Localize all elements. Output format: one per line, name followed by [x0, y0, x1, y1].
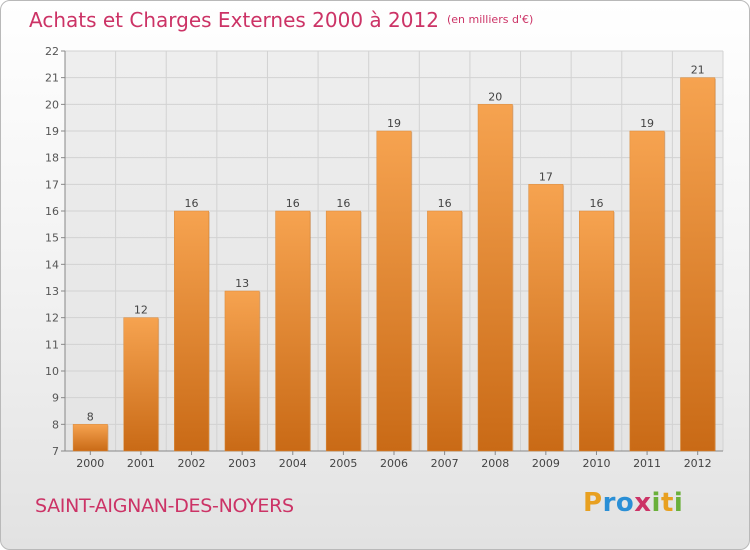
x-tick-label: 2009: [532, 457, 560, 470]
bar: [174, 210, 209, 452]
y-tick-label: 19: [45, 125, 59, 138]
x-tick-label: 2010: [582, 457, 610, 470]
y-tick-label: 17: [45, 178, 59, 191]
x-tick-label: 2002: [178, 457, 206, 470]
bar-value-label: 19: [640, 117, 654, 130]
bar-value-label: 16: [438, 197, 452, 210]
y-tick-label: 8: [52, 418, 59, 431]
bar: [376, 130, 412, 452]
y-tick-label: 13: [45, 285, 59, 298]
bar: [680, 77, 716, 452]
bar: [427, 210, 463, 452]
bar: [528, 184, 564, 452]
chart-title-text: Achats et Charges Externes 2000 à 2012: [29, 8, 439, 32]
logo-letter: o: [615, 488, 635, 518]
x-tick-label: 2004: [279, 457, 307, 470]
bar: [224, 290, 260, 452]
logo-letter: r: [602, 488, 616, 518]
bar-value-label: 16: [185, 197, 199, 210]
bar-value-label: 12: [134, 304, 148, 317]
x-tick-label: 2001: [127, 457, 155, 470]
bar: [72, 424, 108, 452]
logo-letter: x: [634, 488, 652, 518]
proxiti-logo: Proxiti: [583, 488, 683, 518]
bar-value-label: 17: [539, 170, 553, 183]
y-tick-label: 14: [45, 258, 59, 271]
chart-unit: (en milliers d'€): [446, 13, 534, 26]
bar-value-label: 8: [87, 410, 94, 423]
x-tick-label: 2000: [76, 457, 104, 470]
bar-value-label: 20: [488, 90, 502, 103]
logo-letter: t: [660, 488, 674, 518]
x-tick-label: 2012: [684, 457, 712, 470]
bar-value-label: 16: [336, 197, 350, 210]
city-name: SAINT-AIGNAN-DES-NOYERS: [35, 495, 294, 517]
x-tick-label: 2003: [228, 457, 256, 470]
bar: [123, 317, 159, 452]
bar: [477, 104, 513, 452]
y-tick-label: 16: [45, 205, 59, 218]
y-tick-label: 20: [45, 98, 59, 111]
bar: [629, 130, 665, 452]
bar-value-label: 16: [589, 197, 603, 210]
bar: [325, 210, 361, 452]
y-tick-label: 12: [45, 312, 59, 325]
logo-letter: i: [651, 488, 661, 518]
plot-area: 7 8 9 10 11 12 13 14 15 16 17 18 19 20 21 22 8 2000 12 2001…: [45, 45, 724, 470]
y-tick-label: 15: [45, 232, 59, 245]
logo-letter: P: [583, 488, 603, 518]
chart-title: Achats et Charges Externes 2000 à 2012 (e…: [29, 8, 533, 32]
bar: [275, 210, 311, 452]
x-tick-label: 2011: [633, 457, 661, 470]
bar: [579, 210, 614, 452]
bar-value-label: 21: [691, 64, 705, 77]
x-tick-label: 2007: [431, 457, 459, 470]
bar-value-label: 16: [286, 197, 300, 210]
y-tick-label: 18: [45, 152, 59, 165]
y-tick-label: 22: [45, 45, 59, 58]
y-tick-label: 10: [45, 365, 59, 378]
x-tick-label: 2005: [329, 457, 357, 470]
y-tick-label: 21: [45, 72, 59, 85]
bar-value-label: 19: [387, 117, 401, 130]
bar-value-label: 13: [235, 277, 249, 290]
x-tick-label: 2006: [380, 457, 408, 470]
x-tick-label: 2008: [481, 457, 509, 470]
logo-letter: i: [673, 488, 684, 518]
y-tick-label: 7: [52, 445, 59, 458]
y-tick-label: 9: [52, 392, 59, 405]
y-tick-label: 11: [45, 338, 59, 351]
